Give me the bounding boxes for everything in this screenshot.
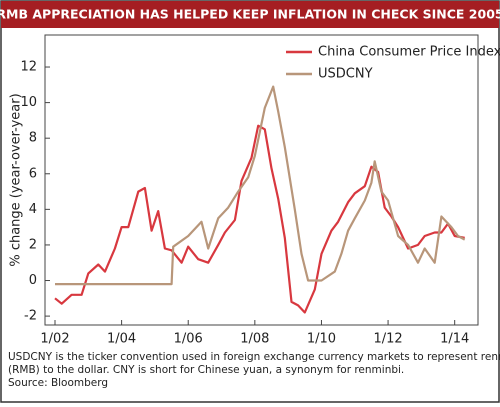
y-tick-label: 2: [29, 237, 37, 252]
y-tick-label: 6: [29, 166, 37, 181]
legend-label: China Consumer Price Index: [318, 45, 500, 60]
y-tick-label: 12: [20, 60, 37, 75]
title-bar: [1, 1, 499, 28]
x-tick-label: 1/08: [240, 332, 269, 347]
x-tick-label: 1/12: [373, 332, 402, 347]
x-tick-label: 1/06: [174, 332, 203, 347]
note-line: (RMB) to the dollar. CNY is short for Ch…: [8, 364, 404, 376]
series-line: [55, 85, 466, 286]
y-tick-label: -2: [24, 309, 37, 324]
note-line: USDCNY is the ticker convention used in …: [8, 351, 500, 363]
x-tick-label: 1/04: [107, 332, 136, 347]
y-tick-label: 10: [20, 95, 37, 110]
chart-title: RMB APPRECIATION HAS HELPED KEEP INFLATI…: [0, 7, 500, 22]
source: Source: Bloomberg: [8, 377, 108, 389]
plot-frame: [44, 34, 479, 326]
y-tick-label: 4: [29, 202, 37, 217]
legend-label: USDCNY: [318, 67, 373, 82]
y-tick-label: 0: [29, 273, 37, 288]
x-tick-label: 1/02: [40, 332, 69, 347]
x-tick-label: 1/10: [307, 332, 336, 347]
y-tick-label: 8: [29, 131, 37, 146]
x-tick-label: 1/14: [440, 332, 469, 347]
y-axis-label: % change (year-over-year): [9, 93, 24, 266]
